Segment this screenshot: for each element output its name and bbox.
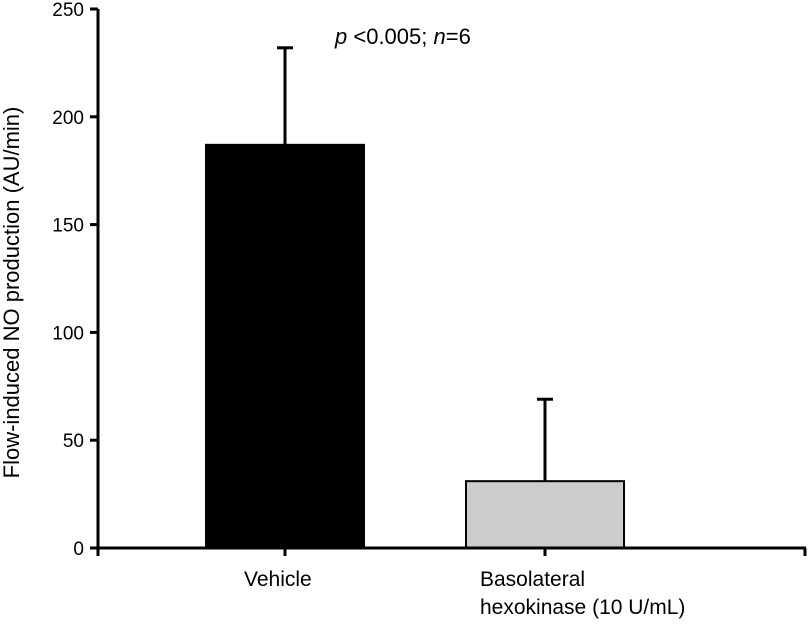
bar	[205, 143, 365, 549]
category-label-line: Basolateral	[480, 568, 585, 591]
error-bars-layer	[277, 46, 553, 482]
y-tick-label: 50	[63, 431, 84, 452]
category-label-line: hexokinase (10 U/mL)	[480, 596, 685, 619]
p-value-text: <0.005;	[347, 24, 433, 49]
y-tick-label: 200	[52, 108, 84, 129]
y-tick-label: 250	[52, 0, 84, 21]
category-labels: Vehicle Basolateral hexokinase (10 U/mL)	[244, 568, 685, 619]
bars-layer	[205, 143, 625, 549]
y-tick-label: 100	[52, 323, 84, 344]
n-symbol: n	[434, 24, 446, 49]
p-symbol: p	[334, 24, 347, 49]
bar	[465, 480, 625, 549]
significance-annotation: p <0.005; n=6	[334, 24, 471, 49]
category-label-line: Vehicle	[244, 568, 312, 591]
n-value-text: =6	[446, 24, 471, 49]
y-axis-title: Flow-induced NO production (AU/min)	[0, 107, 24, 479]
y-tick-label: 0	[73, 539, 84, 560]
y-tick-label: 150	[52, 216, 84, 237]
category-label: Vehicle	[244, 568, 312, 591]
y-ticks: 0 50 100 150 200 250	[52, 0, 98, 560]
category-label: Basolateral hexokinase (10 U/mL)	[480, 568, 685, 619]
x-ticks	[96, 548, 807, 556]
